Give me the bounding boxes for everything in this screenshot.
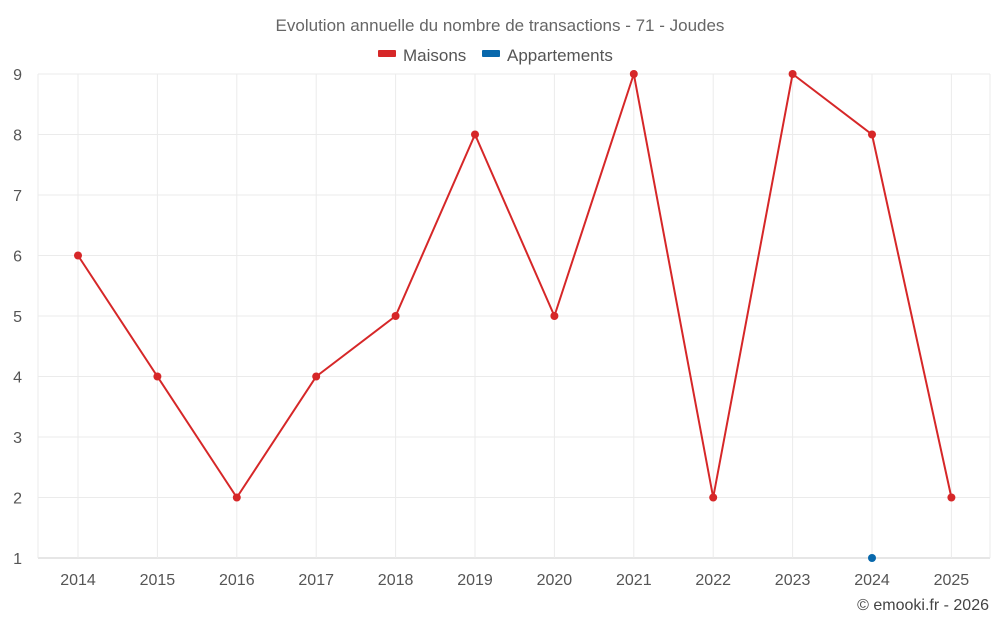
y-axis: 1 2 3 4 5 6 7 8 9 [13,67,22,568]
data-point-maisons[interactable] [232,493,241,502]
data-point-maisons[interactable] [550,312,559,320]
y-tick-label: 8 [13,128,22,145]
series-appartements [868,554,876,562]
y-tick-label: 7 [13,188,22,205]
data-point-maisons[interactable] [947,493,956,502]
legend-label-maisons[interactable]: Maisons [403,46,466,65]
legend-swatch-maisons[interactable] [378,50,396,57]
x-tick-label: 2019 [457,572,493,589]
x-tick-label: 2023 [775,572,811,589]
data-point-maisons[interactable] [788,70,797,78]
legend-swatch-appartements[interactable] [482,50,500,57]
x-tick-label: 2021 [616,572,652,589]
x-tick-label: 2025 [934,572,970,589]
y-tick-label: 6 [13,249,22,266]
data-point-appartements[interactable] [868,554,876,562]
x-axis: 2014 2015 2016 2017 2018 2019 2020 2021 2022 2023… [60,572,969,589]
data-point-maisons[interactable] [709,493,718,502]
y-tick-label: 5 [13,309,22,326]
x-tick-label: 2020 [537,572,573,589]
series-layer [74,70,956,562]
y-tick-label: 2 [13,491,22,508]
y-tick-label: 9 [13,67,22,84]
x-tick-label: 2018 [378,572,414,589]
credit-text: © emooki.fr - 2026 [857,597,989,614]
x-tick-label: 2022 [695,572,731,589]
y-tick-label: 3 [13,430,22,447]
data-point-maisons[interactable] [629,70,638,78]
x-tick-label: 2016 [219,572,255,589]
data-point-maisons[interactable] [153,372,162,381]
series-maisons [74,70,956,502]
data-point-maisons[interactable] [868,130,876,139]
series-line-maisons [77,73,953,499]
x-tick-label: 2014 [60,572,96,589]
chart-title: Evolution annuelle du nombre de transact… [276,16,725,35]
gridlines [37,73,991,559]
data-point-maisons[interactable] [471,130,479,139]
x-tick-label: 2015 [140,572,176,589]
data-point-maisons[interactable] [312,372,321,381]
legend-label-appartements[interactable]: Appartements [507,46,613,65]
legend: Maisons Appartements [378,46,613,65]
x-tick-label: 2024 [854,572,890,589]
y-tick-label: 4 [13,370,22,387]
data-point-maisons[interactable] [74,251,82,260]
data-point-maisons[interactable] [391,312,400,320]
y-tick-label: 1 [13,551,22,568]
x-tick-label: 2017 [298,572,334,589]
